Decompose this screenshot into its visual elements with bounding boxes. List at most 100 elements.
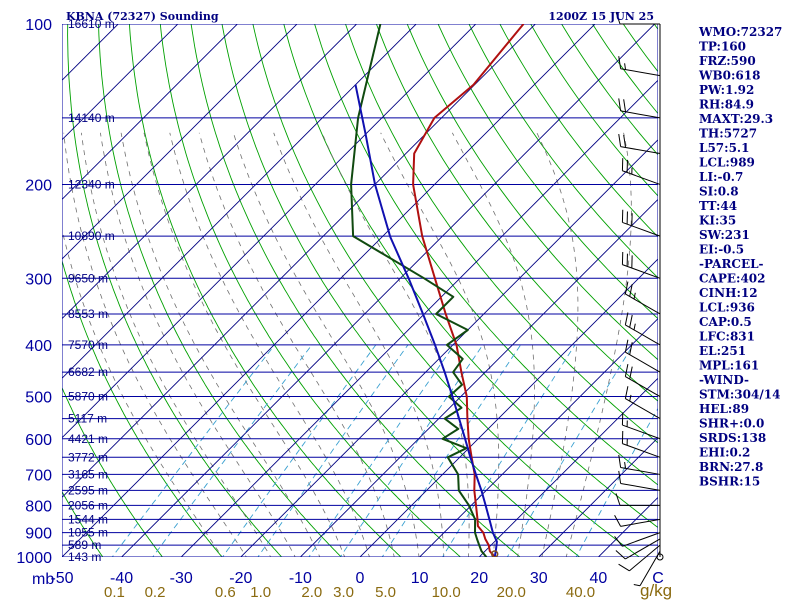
temperature-tick-label: 40 bbox=[590, 570, 608, 587]
pressure-tick-label: 800 bbox=[25, 498, 52, 515]
barb-flag bbox=[629, 342, 633, 355]
dry-adiabat bbox=[561, 24, 658, 156]
index-line: BRN:27.8 bbox=[699, 460, 763, 474]
pressure-unit-label: mb bbox=[32, 571, 54, 588]
wind-barb bbox=[621, 158, 661, 185]
temperature-tick-label: 10 bbox=[411, 570, 429, 587]
isotherm bbox=[0, 12, 11, 568]
barb-staff bbox=[620, 466, 661, 475]
barb-flag bbox=[623, 99, 627, 112]
height-label: 2595 m bbox=[68, 483, 108, 497]
barb-flag bbox=[618, 98, 622, 111]
barb-staff bbox=[629, 544, 661, 572]
isotherm bbox=[418, 317, 658, 557]
parcel-line bbox=[354, 84, 498, 557]
height-label: 3772 m bbox=[68, 450, 108, 464]
mixing-ratio-label: 0.1 bbox=[104, 584, 125, 600]
isotherm bbox=[62, 24, 179, 141]
mixing-ratio-label: 5.0 bbox=[375, 584, 396, 600]
dry-adiabat bbox=[591, 24, 658, 115]
isotherm bbox=[180, 79, 658, 557]
height-label: 10890 m bbox=[68, 229, 115, 243]
wind-barb bbox=[621, 430, 661, 458]
mixing-ratio-unit-label: g/kg bbox=[640, 581, 672, 600]
barb-staff bbox=[622, 170, 661, 185]
dry-adiabat bbox=[437, 24, 658, 320]
mixing-ratio-label: 20.0 bbox=[497, 584, 526, 600]
barb-flag bbox=[618, 134, 622, 147]
height-label: 1055 m bbox=[68, 526, 108, 540]
wind-barb bbox=[624, 281, 661, 315]
index-line: MPL:161 bbox=[699, 359, 759, 373]
barb-half-flag bbox=[633, 584, 641, 587]
index-line: LI:-0.7 bbox=[699, 170, 743, 184]
barb-flag bbox=[624, 339, 629, 353]
index-line: BSHR:15 bbox=[699, 475, 760, 489]
barb-staff bbox=[625, 398, 661, 420]
height-label: 6682 m bbox=[68, 365, 108, 379]
mixing-ratio-label: 0.6 bbox=[215, 584, 236, 600]
mixing-ratio-line bbox=[257, 344, 409, 557]
index-line: FRZ:590 bbox=[699, 54, 756, 68]
dry-adiabat bbox=[128, 24, 402, 557]
height-label: 16610 m bbox=[68, 17, 115, 31]
pressure-tick-label: 900 bbox=[25, 526, 52, 543]
barb-staff bbox=[620, 68, 661, 77]
wind-barb bbox=[618, 544, 661, 572]
dry-adiabat bbox=[190, 24, 521, 557]
dry-adiabat bbox=[345, 24, 658, 444]
temperature-tick-label: -30 bbox=[170, 570, 193, 587]
mixing-ratio-line bbox=[111, 344, 276, 557]
height-label: 9650 m bbox=[68, 271, 108, 285]
wind-barb bbox=[624, 339, 661, 373]
wind-barb bbox=[614, 514, 661, 527]
wind-barb bbox=[621, 209, 661, 237]
barb-half-flag bbox=[629, 394, 632, 402]
pressure-tick-label: 400 bbox=[25, 338, 52, 355]
isotherm bbox=[0, 12, 70, 568]
moist-adiabat bbox=[273, 132, 445, 557]
isotherm bbox=[62, 24, 358, 320]
isotherm bbox=[597, 496, 658, 557]
index-line: -PARCEL- bbox=[699, 257, 764, 271]
mixing-ratio-line bbox=[442, 344, 576, 557]
wind-barb bbox=[618, 470, 661, 491]
isotherm bbox=[62, 24, 119, 81]
mixing-ratio-label: 40.0 bbox=[566, 584, 595, 600]
barb-flag bbox=[624, 312, 629, 325]
mixing-ratio-label: 3.0 bbox=[333, 584, 354, 600]
index-line: CINH:12 bbox=[699, 286, 758, 300]
isotherm bbox=[62, 24, 298, 260]
barb-flag bbox=[615, 11, 621, 25]
index-line: TH:5727 bbox=[699, 127, 757, 141]
mixing-ratio-label: 2.0 bbox=[301, 584, 322, 600]
barb-staff bbox=[622, 532, 661, 547]
index-line: SW:231 bbox=[699, 228, 750, 242]
wind-barb-layer bbox=[614, 11, 664, 587]
dry-adiabat bbox=[468, 24, 658, 279]
wind-barb bbox=[621, 251, 661, 279]
wind-barb bbox=[615, 538, 661, 560]
series-layer bbox=[350, 24, 525, 557]
index-line: SRDS:138 bbox=[699, 431, 766, 445]
pressure-tick-label: 100 bbox=[25, 17, 52, 34]
isotherm bbox=[478, 377, 658, 557]
index-line: STM:304/14 bbox=[699, 388, 780, 402]
wind-barb bbox=[614, 532, 661, 547]
height-label: 1544 m bbox=[68, 512, 108, 526]
barb-staff bbox=[620, 146, 661, 155]
index-line: LCL:936 bbox=[699, 301, 755, 315]
mixing-ratio-line bbox=[381, 344, 521, 557]
chart-title: KBNA (72327) Sounding bbox=[66, 10, 219, 23]
barb-staff bbox=[622, 221, 661, 237]
label-layer: 16610 m 14140 m 12340 m 10890 m 9650 m 8553 m… bbox=[16, 17, 663, 600]
isotherm bbox=[62, 24, 477, 439]
index-line: MAXT:29.3 bbox=[699, 112, 773, 126]
barb-staff bbox=[625, 376, 661, 397]
isotherm bbox=[120, 24, 656, 557]
temperature-tick-label: -40 bbox=[110, 570, 133, 587]
barb-flag bbox=[624, 364, 629, 377]
barb-flag bbox=[629, 366, 633, 380]
chart-timestamp: 1200Z 15 JUN 25 bbox=[548, 10, 654, 23]
pressure-tick-label: 300 bbox=[25, 271, 52, 288]
